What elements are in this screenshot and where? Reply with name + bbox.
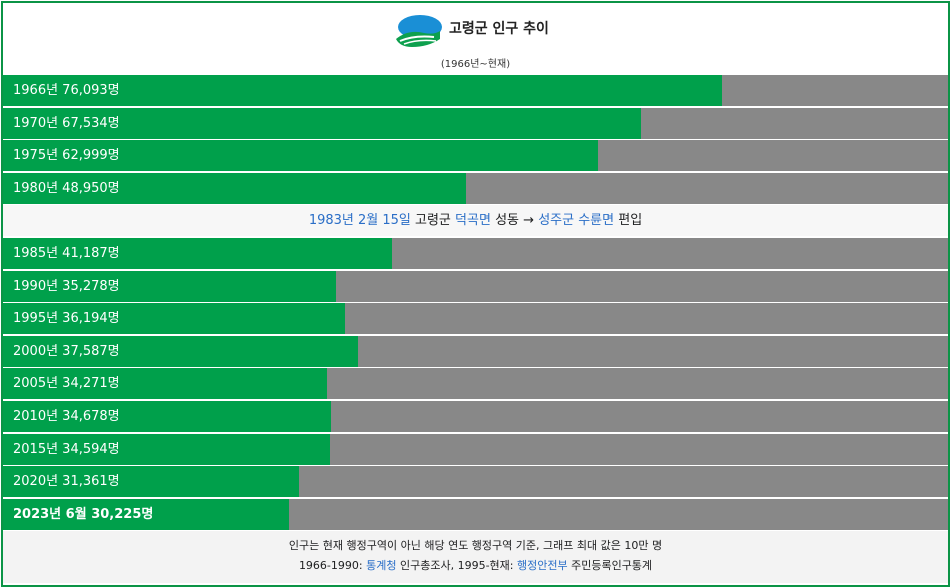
population-bar (3, 335, 359, 367)
population-bar (3, 303, 346, 335)
interior-ministry-link[interactable]: 행정안전부 (516, 559, 568, 573)
population-bar (3, 433, 330, 465)
population-label: 1966년 76,093명 (13, 83, 120, 98)
population-row: 1995년 36,194명 (3, 303, 948, 335)
population-label: 1975년 62,999명 (13, 148, 120, 164)
population-label: 2010년 34,678명 (13, 408, 120, 424)
merge-note: 1983년 2월 15일 고령군 덕곡면 성동 → 성주군 수륜면 편입 (3, 205, 948, 237)
population-label: 2020년 31,361명 (13, 474, 120, 490)
population-bar (3, 140, 599, 172)
population-label: 1985년 41,187명 (13, 245, 120, 261)
population-bar (3, 368, 327, 400)
population-label: 2023년 6월 30,225명 (13, 506, 154, 522)
arrow-icon: → (523, 213, 535, 229)
population-row: 2000년 37,587명 (3, 335, 948, 367)
infobox-header: 고령군 인구 추이 (1966년~현재) (3, 3, 948, 75)
population-row: 1985년 41,187명 (3, 237, 948, 269)
population-label: 2015년 34,594명 (13, 441, 120, 457)
population-row: 1966년 76,093명 (3, 75, 948, 106)
population-row: 2015년 34,594명 (3, 433, 948, 465)
population-bar (3, 466, 300, 498)
population-bar (3, 270, 337, 302)
population-row: 2020년 31,361명 (3, 466, 948, 498)
target-link[interactable]: 성주군 수륜면 (538, 213, 615, 229)
population-bar (3, 400, 331, 432)
population-bar (3, 75, 723, 106)
source-middle: 인구총조사, 1995-현재: (396, 559, 517, 573)
source-prefix: 1966-1990: (298, 559, 367, 573)
population-row: 2005년 34,271명 (3, 368, 948, 400)
population-row: 2023년 6월 30,225명 (3, 498, 948, 530)
county-text: 고령군 (415, 213, 451, 229)
infobox-subtitle: (1966년~현재) (440, 59, 511, 70)
footer-source: 1966-1990: 통계청 인구총조사, 1995-현재: 행정안전부 주민등… (3, 556, 948, 576)
action-text: 편입 (618, 213, 643, 229)
footer-note: 인구는 현재 행정구역이 아닌 해당 연도 행정구역 기준, 그래프 최대 값은… (288, 539, 663, 553)
population-label: 1990년 35,278명 (13, 278, 120, 294)
population-bars-bottom: 1985년 41,187명 1990년 35,278명 1995년 36,194명 2… (3, 237, 948, 530)
population-row: 1970년 67,534명 (3, 107, 948, 139)
population-label: 1970년 67,534명 (13, 115, 120, 131)
date-link[interactable]: 1983년 2월 15일 (308, 213, 411, 229)
population-label: 2005년 34,271명 (13, 376, 120, 392)
population-label: 1995년 36,194명 (13, 311, 120, 327)
population-row: 1990년 35,278명 (3, 270, 948, 302)
goryeong-county-logo-icon (396, 15, 442, 47)
population-bar (3, 107, 642, 139)
place-text: 성동 (495, 213, 519, 229)
population-bar (3, 172, 466, 204)
population-row: 1980년 48,950명 (3, 172, 948, 204)
population-bars-top: 1966년 76,093명 1970년 67,534명 1975년 62,999명 1… (3, 75, 948, 204)
infobox-footer: 인구는 현재 행정구역이 아닌 해당 연도 행정구역 기준, 그래프 최대 값은… (3, 531, 948, 584)
population-label: 2000년 37,587명 (13, 343, 120, 359)
population-bar (3, 498, 289, 530)
population-bar (3, 237, 393, 269)
infobox-title: 고령군 인구 추이 (449, 21, 549, 37)
statistics-korea-link[interactable]: 통계청 (366, 559, 397, 573)
population-label: 1980년 48,950명 (13, 180, 120, 196)
town-link[interactable]: 덕곡면 (455, 213, 491, 229)
population-row: 2010년 34,678명 (3, 400, 948, 432)
source-suffix: 주민등록인구통계 (567, 559, 653, 573)
population-row: 1975년 62,999명 (3, 140, 948, 172)
